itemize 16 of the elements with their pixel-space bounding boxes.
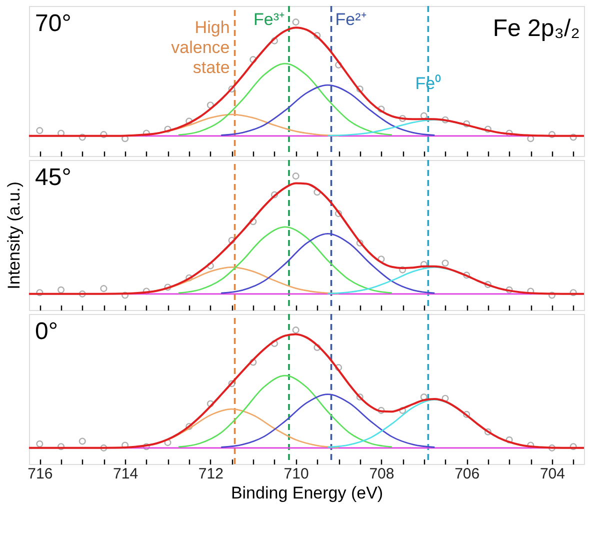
ref-line-label: High valence state [171,18,230,77]
x-axis-title: Binding Energy (eV) [230,484,384,502]
x-tick-label: 714 [113,466,138,482]
x-tick-label: 708 [369,466,394,482]
x-tick-label: 712 [198,466,224,482]
x-tick-label: 704 [540,466,565,482]
x-tick-label: 716 [28,466,53,482]
y-axis-title: Intensity (a.u.) [4,182,24,290]
annotation: 45° [35,164,72,191]
ref-line-label: Fe³⁺ [253,10,285,29]
ref-line-label: Fe²⁺ [335,10,367,29]
x-tick-label: 710 [284,466,309,482]
annotation: 70° [35,10,72,37]
x-tick-label: 706 [454,466,480,482]
annotation: Fe 2p₃/₂ [492,15,580,42]
annotation: 0° [35,318,58,345]
